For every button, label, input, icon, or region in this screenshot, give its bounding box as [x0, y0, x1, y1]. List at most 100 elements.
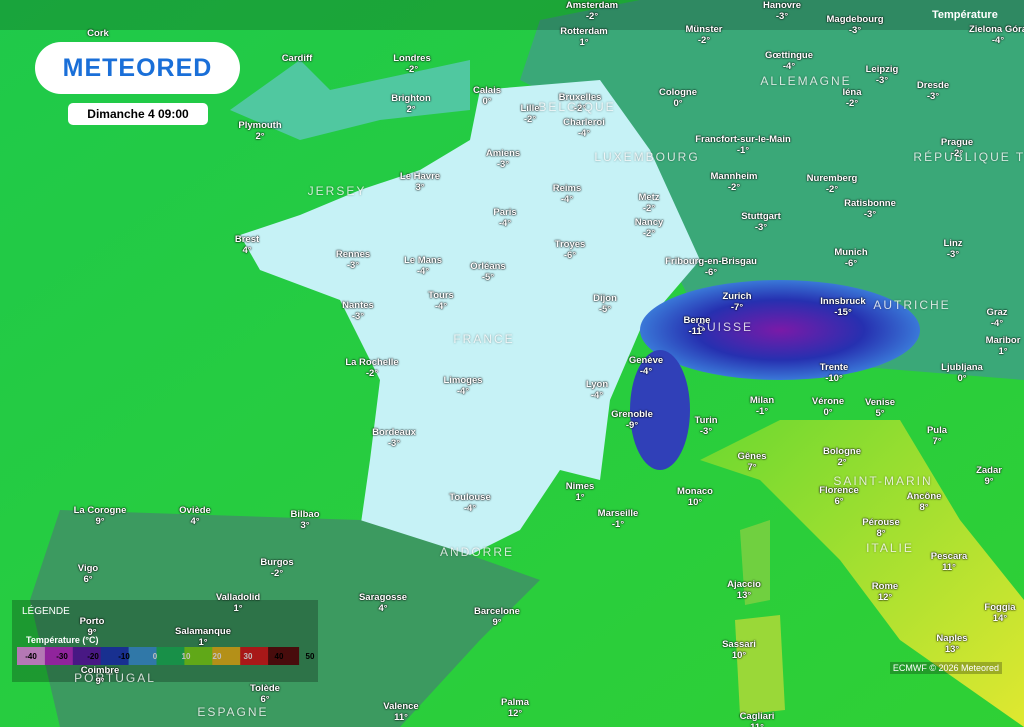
city-name[interactable]: Saragosse: [358, 592, 408, 603]
city-name[interactable]: Metz: [638, 192, 660, 203]
city-name[interactable]: Ancône: [906, 491, 942, 502]
city-name[interactable]: Vigo: [77, 563, 99, 574]
city-name[interactable]: Genève: [628, 355, 664, 366]
city-name[interactable]: Londres: [393, 53, 431, 64]
city-name[interactable]: Magdebourg: [826, 14, 884, 25]
city-name[interactable]: Lille: [520, 103, 540, 114]
city-name[interactable]: Dijon: [593, 293, 617, 304]
city-name[interactable]: Nantes: [342, 300, 374, 311]
city-name[interactable]: Burgos: [260, 557, 294, 568]
city-name[interactable]: Berne: [683, 315, 711, 326]
city-name[interactable]: Brighton: [391, 93, 431, 104]
city-name[interactable]: Zadar: [976, 465, 1002, 476]
city-name[interactable]: Foggia: [984, 602, 1016, 613]
city-name[interactable]: Porto: [79, 616, 105, 627]
city-name[interactable]: Dresde: [916, 80, 950, 91]
date-time[interactable]: Dimanche 4 09:00: [68, 103, 208, 125]
city-name[interactable]: Gênes: [737, 451, 767, 462]
city-name[interactable]: Le Havre: [399, 171, 441, 182]
city-name[interactable]: Nuremberg: [806, 173, 858, 184]
city-name[interactable]: Zielona Góra: [968, 24, 1024, 35]
city-label: Nantes -3°: [342, 300, 374, 322]
city-name[interactable]: Calais: [473, 85, 501, 96]
city-name[interactable]: Tours: [428, 290, 454, 301]
city-name[interactable]: Troyes: [554, 239, 586, 250]
city-name[interactable]: Plymouth: [238, 120, 282, 131]
city-name[interactable]: Le Mans: [403, 255, 443, 266]
city-name[interactable]: Marseille: [597, 508, 639, 519]
city-name[interactable]: Brest: [234, 234, 260, 245]
city-name[interactable]: Grenoble: [611, 409, 653, 420]
city-name[interactable]: Bilbao: [290, 509, 320, 520]
city-name[interactable]: Francfort-sur-le-Main: [695, 134, 791, 145]
city-name[interactable]: Toulouse: [449, 492, 491, 503]
city-name[interactable]: Barcelone: [474, 606, 520, 617]
city-name[interactable]: Limoges: [443, 375, 483, 386]
city-name[interactable]: Munich: [834, 247, 868, 258]
city-name[interactable]: Iéna: [842, 87, 862, 98]
city-name[interactable]: Cagliari: [739, 711, 775, 722]
city-name[interactable]: Pescara: [930, 551, 968, 562]
city-name[interactable]: Stuttgart: [741, 211, 781, 222]
city-name[interactable]: Monaco: [677, 486, 713, 497]
city-name[interactable]: Nimes: [565, 481, 595, 492]
city-name[interactable]: Fribourg-en-Brisgau: [665, 256, 757, 267]
city-name[interactable]: Pula: [926, 425, 948, 436]
city-name[interactable]: Tolède: [250, 683, 280, 694]
city-name[interactable]: Münster: [685, 24, 723, 35]
city-label: Milan -1°: [750, 395, 774, 417]
city-name[interactable]: Cardiff: [281, 53, 313, 64]
city-name[interactable]: Trente: [819, 362, 849, 373]
logo[interactable]: METEORED: [35, 42, 240, 94]
legend-swatch: [17, 647, 48, 665]
city-name[interactable]: Orléans: [470, 261, 506, 272]
city-name[interactable]: Cologne: [659, 87, 697, 98]
city-name[interactable]: Salamanque: [175, 626, 231, 637]
country-label: LUXEMBOURG: [594, 150, 700, 164]
city-name[interactable]: Rennes: [335, 249, 371, 260]
city-name[interactable]: Charleroi: [563, 117, 605, 128]
city-name[interactable]: Gœttingue: [764, 50, 814, 61]
city-name[interactable]: Zurich: [722, 291, 752, 302]
city-name[interactable]: Pérouse: [862, 517, 900, 528]
city-name[interactable]: Nancy: [634, 217, 664, 228]
city-name[interactable]: Cork: [87, 28, 109, 39]
city-name[interactable]: Lyon: [585, 379, 609, 390]
city-name[interactable]: Bordeaux: [372, 427, 416, 438]
city-name[interactable]: Maribor: [985, 335, 1021, 346]
city-name[interactable]: Linz: [943, 238, 963, 249]
city-name[interactable]: Florence: [819, 485, 859, 496]
city-name[interactable]: Prague: [940, 137, 974, 148]
city-name[interactable]: La Rochelle: [345, 357, 399, 368]
city-name[interactable]: Graz: [986, 307, 1008, 318]
city-name[interactable]: Coimbre: [80, 665, 120, 676]
city-name[interactable]: Turin: [694, 415, 718, 426]
city-name[interactable]: Bologne: [823, 446, 861, 457]
city-name[interactable]: Leipzig: [865, 64, 899, 75]
city-label: Magdebourg -3°: [827, 14, 884, 36]
city-name[interactable]: Milan: [749, 395, 775, 406]
city-name[interactable]: Valladolid: [215, 592, 261, 603]
city-name[interactable]: La Corogne: [73, 505, 127, 516]
city-name[interactable]: Venise: [864, 397, 896, 408]
city-name[interactable]: Reims: [552, 183, 582, 194]
city-name[interactable]: Ajaccio: [727, 579, 761, 590]
city-name[interactable]: Ljubljana: [941, 362, 983, 373]
city-name[interactable]: Amsterdam: [565, 0, 619, 11]
city-name[interactable]: Ratisbonne: [844, 198, 896, 209]
city-name[interactable]: Innsbruck: [820, 296, 866, 307]
city-name[interactable]: Rome: [871, 581, 899, 592]
city-name[interactable]: Vérone: [811, 396, 845, 407]
layer-name[interactable]: Température: [932, 9, 998, 21]
city-name[interactable]: Hanovre: [762, 0, 802, 11]
city-name[interactable]: Paris: [493, 207, 517, 218]
city-name[interactable]: Sassari: [722, 639, 756, 650]
city-name[interactable]: Mannheim: [710, 171, 758, 182]
city-name[interactable]: Bruxelles: [558, 92, 602, 103]
city-name[interactable]: Amiens: [485, 148, 521, 159]
city-name[interactable]: Palma: [501, 697, 529, 708]
city-name[interactable]: Naples: [936, 633, 968, 644]
city-name[interactable]: Valence: [383, 701, 419, 712]
city-name[interactable]: Rotterdam: [560, 26, 608, 37]
city-name[interactable]: Oviède: [179, 505, 211, 516]
